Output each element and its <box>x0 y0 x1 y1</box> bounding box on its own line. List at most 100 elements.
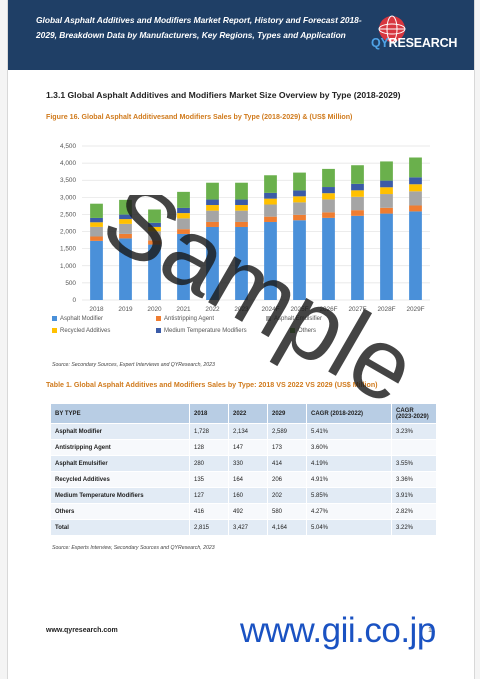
column-header: CAGR (2018-2022) <box>306 403 392 424</box>
bar-segment <box>90 203 103 218</box>
bar-segment <box>177 233 190 300</box>
bar-segment <box>119 238 132 300</box>
table-cell: 3.60% <box>306 439 392 456</box>
x-tick-label: 2019 <box>118 306 133 313</box>
report-header: Global Asphalt Additives and Modifiers M… <box>8 0 474 70</box>
x-tick-label: 2020 <box>147 306 162 313</box>
bar-segment <box>90 222 103 227</box>
bar-segment <box>177 229 190 234</box>
x-tick-label: 2018 <box>89 306 104 313</box>
column-header: BY TYPE <box>50 403 190 424</box>
bar-segment <box>90 217 103 223</box>
table-cell: 128 <box>189 439 229 456</box>
table-row: Recycled Additives 135 164 206 4.91% 3.3… <box>50 471 437 488</box>
bar-segment <box>235 210 248 222</box>
y-tick-label: 2,000 <box>60 229 76 236</box>
legend-item-antistripping-agent: Antistripping Agent <box>156 316 214 322</box>
x-tick-label: 2021 <box>176 306 191 313</box>
figure-source: Source: Secondary Sources, Expert Interv… <box>52 362 215 368</box>
table-cell: 280 <box>189 455 229 472</box>
table-cell: 5.41% <box>306 423 392 440</box>
table-cell: 127 <box>189 487 229 504</box>
table-cell: Others <box>50 503 190 520</box>
legend-item-medium-temperature-modifiers: Medium Temperature Modifiers <box>156 328 247 334</box>
table-cell: 416 <box>189 503 229 520</box>
table-cell: 4.27% <box>306 503 392 520</box>
table-cell: 4.91% <box>306 471 392 488</box>
bar-segment <box>264 221 277 300</box>
bar-segment <box>235 182 248 200</box>
bar-segment <box>351 165 364 184</box>
table-cell: 580 <box>267 503 307 520</box>
table-cell: Asphalt Modifier <box>50 423 190 440</box>
bar-segment <box>90 240 103 300</box>
bar-segment <box>293 196 306 203</box>
table-cell: 164 <box>228 471 268 488</box>
table-cell: 173 <box>267 439 307 456</box>
bar-segment <box>148 244 161 300</box>
bar-segment <box>322 199 335 213</box>
y-tick-label: 4,000 <box>60 160 76 167</box>
bar-segment <box>206 205 219 211</box>
bar-segment <box>264 216 277 222</box>
bar-segment <box>380 161 393 181</box>
x-tick-label: 2027F <box>348 306 366 313</box>
table-cell: 206 <box>267 471 307 488</box>
bar-segment <box>206 199 219 206</box>
gii-watermark: www.gii.co.jp <box>240 611 436 650</box>
bar-segment <box>264 175 277 193</box>
table-cell: 3.23% <box>391 423 437 440</box>
bar-segment <box>322 187 335 194</box>
report-title: Global Asphalt Additives and Modifiers M… <box>36 15 362 40</box>
column-header: 2029 <box>267 403 307 424</box>
bar-segment <box>264 204 277 217</box>
table-cell: 160 <box>228 487 268 504</box>
y-tick-label: 1,500 <box>60 246 76 253</box>
table-cell: 135 <box>189 471 229 488</box>
bar-segment <box>322 217 335 300</box>
bar-segment <box>380 207 393 214</box>
table-cell: 147 <box>228 439 268 456</box>
legend-item-others: Others <box>290 328 316 334</box>
bar-segment <box>351 215 364 300</box>
table-row: Asphalt Emulsifier 280 330 414 4.19% 3.5… <box>50 455 437 472</box>
table-cell: 4.19% <box>306 455 392 472</box>
table-header-row: BY TYPE 2018 2022 2029 CAGR (2018-2022) … <box>50 403 437 424</box>
table-cell: 492 <box>228 503 268 520</box>
bar-segment <box>235 221 248 227</box>
qyresearch-logo: QYRESEARCH <box>371 14 467 58</box>
logo-wordmark: QYRESEARCH <box>371 36 458 50</box>
bar-segment <box>177 191 190 208</box>
table-cell: 3.22% <box>391 519 437 536</box>
table-row: Medium Temperature Modifiers 127 160 202… <box>50 487 437 504</box>
bar-segment <box>293 172 306 191</box>
stacked-bar-chart: 0 500 1,000 1,500 2,000 2,500 3,000 3,500 4,000 4… <box>46 132 438 358</box>
table-cell <box>391 439 437 456</box>
bar-segment <box>90 226 103 237</box>
bar-segment <box>90 236 103 241</box>
bar-segment <box>351 190 364 197</box>
bar-segment <box>206 221 219 227</box>
x-tick-label: 2025F <box>290 306 308 313</box>
table-cell: 2,815 <box>189 519 229 536</box>
chart-canvas: 0 500 1,000 1,500 2,000 2,500 3,000 3,500 4,000 4… <box>60 143 430 313</box>
bar-segment <box>235 205 248 211</box>
bar-segment <box>177 207 190 214</box>
footer-url[interactable]: www.qyresearch.com <box>46 627 118 634</box>
table-cell: 2,134 <box>228 423 268 440</box>
table-cell: Antistripping Agent <box>50 439 190 456</box>
y-tick-label: 1,000 <box>60 263 76 270</box>
x-tick-label: 2022 <box>205 306 220 313</box>
table-cell: 3,427 <box>228 519 268 536</box>
bar-segment <box>380 187 393 195</box>
x-tick-label: 2024F <box>261 306 279 313</box>
bar-segment <box>322 193 335 200</box>
table-row-total: Total 2,815 3,427 4,164 5.04% 3.22% <box>50 519 437 536</box>
bar-segment <box>409 157 422 178</box>
sales-by-type-table: BY TYPE 2018 2022 2029 CAGR (2018-2022) … <box>50 403 437 536</box>
bar-segment <box>119 199 132 215</box>
bar-segment <box>293 190 306 197</box>
bar-segment <box>119 214 132 220</box>
bar-segment <box>409 211 422 300</box>
table-cell: 202 <box>267 487 307 504</box>
